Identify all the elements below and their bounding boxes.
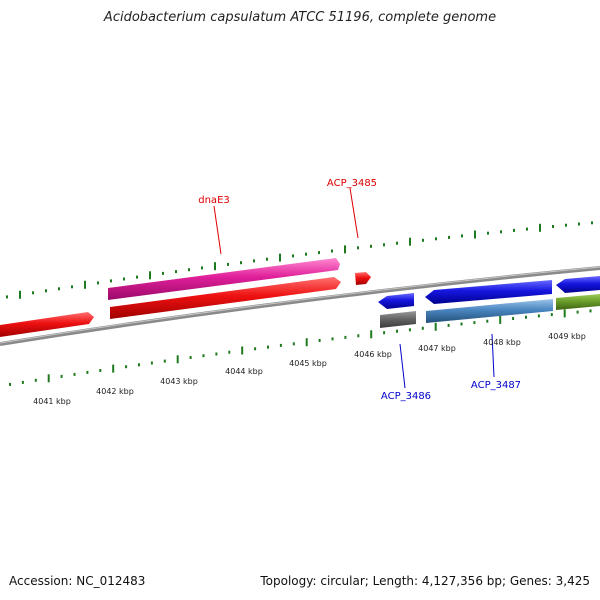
cds-dnaE3-magenta (108, 258, 340, 300)
cds-ACP_3487-steel (426, 299, 553, 323)
map-title: Acidobacterium capsulatum ATCC 51196, co… (103, 10, 497, 25)
gene-label-dnaE3: dnaE3 (198, 195, 230, 206)
gene-ACP_3485-red (355, 272, 371, 285)
scale-label: 4046 kbp (354, 350, 392, 359)
scale-label: 4042 kbp (96, 387, 134, 396)
leader-line-acp3487 (491, 333, 495, 378)
scale-label: 4048 kbp (483, 338, 521, 347)
genome-backbone (0, 266, 600, 346)
scale-label: 4041 kbp (33, 397, 71, 406)
scale-label: 4049 kbp (548, 332, 586, 341)
leader-line-acp3485 (349, 187, 359, 239)
gene-red-left (0, 312, 94, 337)
gene-label-acp3485: ACP_3485 (327, 178, 377, 189)
topology-summary: Topology: circular; Length: 4,127,356 bp… (260, 574, 590, 588)
gene-label-acp3486: ACP_3486 (381, 391, 431, 402)
leader-line-dnaE3 (213, 205, 222, 255)
gene-ACP_3487-blue (425, 280, 552, 304)
gene-label-acp3487: ACP_3487 (471, 380, 521, 391)
scale-label: 4044 kbp (225, 367, 263, 376)
gene-right-blue (556, 276, 600, 293)
gene-ACP_3486-blue (378, 293, 414, 309)
genome-backbone-highlight (0, 266, 600, 344)
leader-line-acp3486 (399, 343, 406, 389)
feature-right-olive (556, 294, 600, 310)
tick-marks-lower (9, 309, 592, 386)
scale-label: 4043 kbp (160, 377, 198, 386)
scale-label: 4045 kbp (289, 359, 327, 368)
gene-dnaE3-red (110, 277, 341, 319)
tick-marks-upper (6, 221, 593, 299)
scale-label: 4047 kbp (418, 344, 456, 353)
feature-ACP_3486-grey (380, 311, 416, 328)
accession-label: Accession: NC_012483 (9, 574, 146, 588)
scale-labels: 4041 kbp 4042 kbp 4043 kbp 4044 kbp 4045… (33, 332, 586, 406)
